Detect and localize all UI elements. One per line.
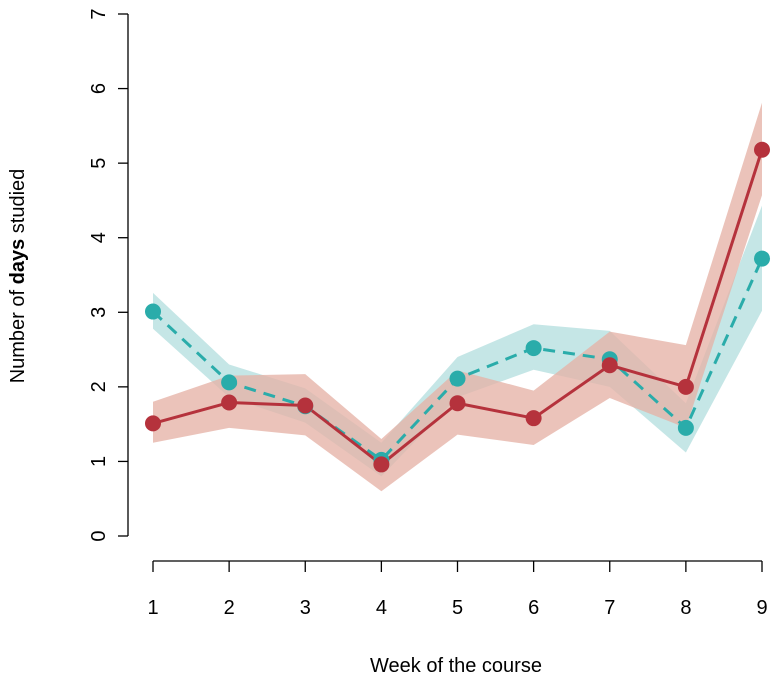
y-tick-label: 5 [88,158,110,169]
series-2-point [221,394,238,411]
y-tick-label: 3 [88,307,110,318]
x-tick-label: 7 [604,597,615,619]
x-tick-label: 8 [680,597,691,619]
y-tick-label: 2 [88,381,110,392]
x-tick-label: 2 [224,597,235,619]
series-2-point [754,141,770,158]
y-axis: 0 1 2 3 4 5 6 7 [88,8,129,542]
series-2-point [449,395,466,412]
y-axis-title-prefix: Number of [7,284,29,383]
x-axis-title: Week of the course [370,655,542,677]
series-1-point [677,419,694,436]
y-tick-label: 1 [88,456,110,467]
series-1-point [145,303,161,320]
series-2-point [373,456,390,473]
series-2-point [525,410,542,427]
y-tick-label: 7 [88,8,110,19]
confidence-bands [153,102,762,492]
x-tick-label: 6 [528,597,539,619]
series-2-point [145,415,161,432]
x-tick-label: 3 [300,597,311,619]
y-tick-label: 0 [88,530,110,541]
x-tick-label: 4 [376,597,387,619]
x-tick-label: 9 [756,597,767,619]
y-tick-label: 4 [88,232,110,243]
y-axis-title: Number of days studied [7,169,29,384]
x-tick-label: 5 [452,597,463,619]
x-axis: 1 2 3 4 5 6 7 8 9 [147,560,768,619]
series-1-confidence-band [153,205,762,477]
series-2-point [601,357,618,374]
series-2-confidence-band [153,102,762,492]
series-1-point [754,250,770,267]
series-1-point [449,370,466,387]
y-tick-label: 6 [88,83,110,94]
series-1-point [221,374,238,391]
series-2-point [297,397,314,414]
series-2-point [677,378,694,395]
series-1-point [525,340,542,357]
series-points [145,141,770,473]
y-axis-title-suffix: studied [7,169,29,239]
y-axis-title-bold: days [7,239,29,285]
x-tick-label: 1 [147,597,158,619]
